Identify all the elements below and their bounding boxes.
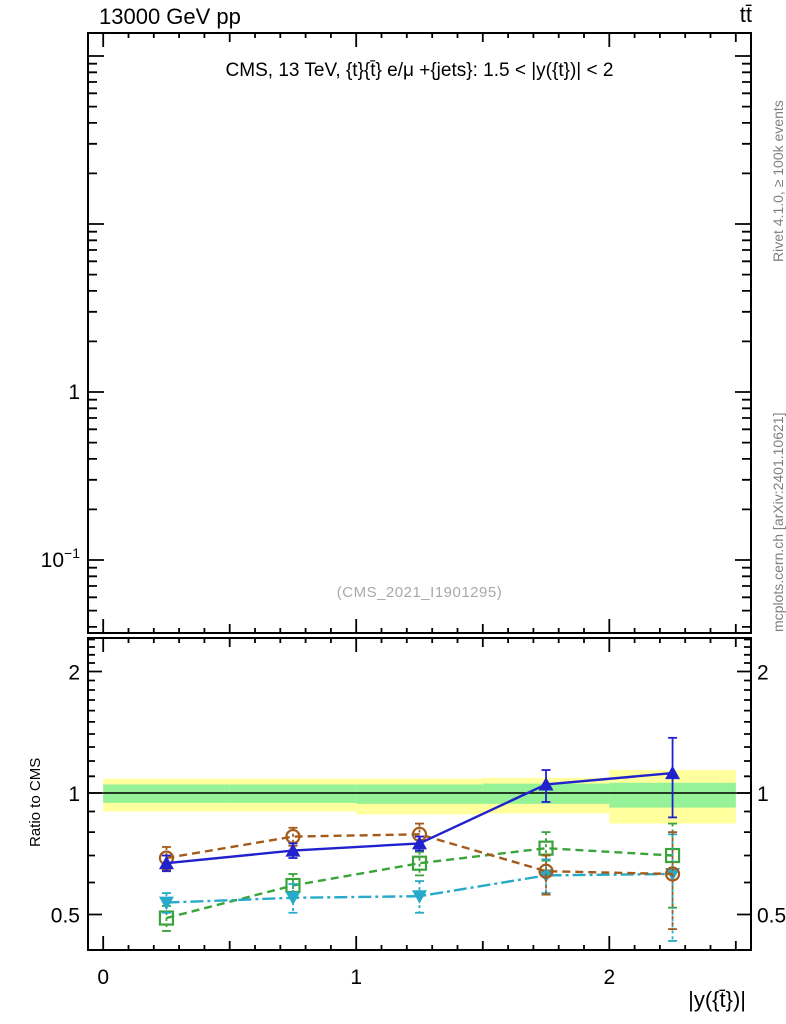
series-mc-cyan-filled-triangle-down-dashdot — [158, 833, 681, 942]
series-mc-blue-filled-triangle-up-solid — [158, 736, 681, 873]
axis-tick-labels: 1 10−1 2 2 1 1 0.5 0.5 0 1 2 — [41, 381, 786, 989]
axis-tick-label: 10−1 — [41, 545, 81, 572]
marker-triangle-up — [158, 855, 174, 870]
axis-tick-label: 1 — [757, 783, 769, 806]
main-panel-frame — [87, 32, 752, 634]
marker-triangle-down — [412, 890, 427, 904]
x-axis-title: |y({t̄})| — [688, 987, 746, 1012]
axis-tick-label: 2 — [68, 662, 80, 685]
analysis-id-watermark: (CMS_2021_I1901295) — [336, 584, 503, 601]
marker-triangle-up — [665, 765, 681, 780]
marker-circle — [538, 863, 554, 879]
axis-tick-label: 2 — [603, 966, 615, 989]
beam-energy-label: 13000 GeV pp — [99, 4, 241, 29]
marker-square — [411, 855, 428, 871]
plot-title: CMS, 13 TeV, {t}{t̄} e/μ +{jets}: 1.5 < … — [225, 60, 614, 81]
marker-triangle-up — [285, 843, 301, 857]
ratio-panel-frame — [87, 637, 752, 951]
process-label: tt̄ — [739, 2, 752, 27]
marker-triangle-up — [538, 776, 554, 791]
series-line — [166, 872, 673, 904]
axis-tick-label: 1 — [68, 783, 80, 806]
marker-triangle-up — [412, 835, 427, 850]
axis-tick-label: 0.5 — [51, 904, 80, 927]
axis-tick-label: 2 — [757, 662, 769, 685]
marker-circle — [664, 866, 681, 882]
axis-ticks — [88, 33, 751, 950]
axis-tick-label: 1 — [68, 381, 80, 404]
axis-tick-label: 1 — [350, 966, 362, 989]
marker-triangle-down — [285, 891, 301, 906]
series-line — [166, 833, 673, 876]
axis-tick-label: 0.5 — [757, 904, 786, 927]
marker-triangle-down — [158, 896, 174, 911]
axis-tick-label: 0 — [97, 966, 109, 989]
